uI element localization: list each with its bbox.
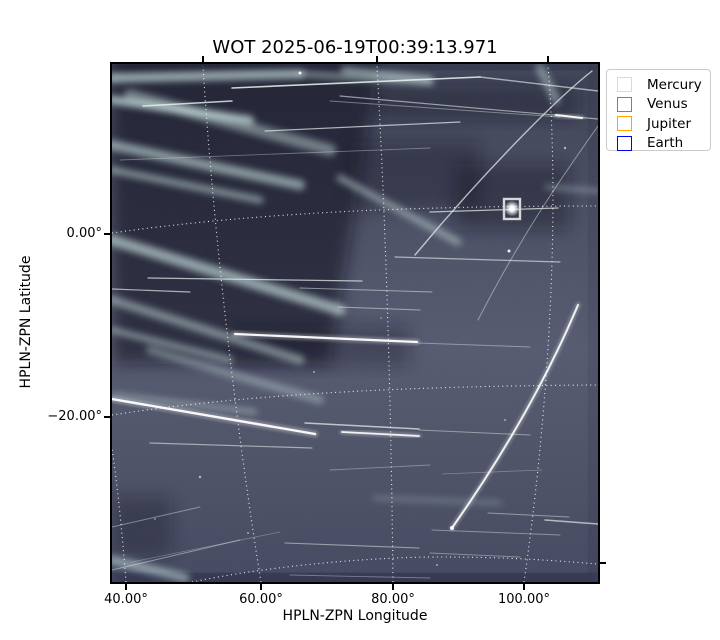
plot-title: WOT 2025-06-19T00:39:13.971: [212, 37, 498, 58]
legend-row-mercury: Mercury: [607, 75, 710, 95]
plot-frame: [110, 62, 600, 584]
y-tick: [104, 233, 110, 235]
legend-row-venus: Venus: [607, 95, 710, 115]
earth-swatch-icon: [617, 135, 632, 151]
x-axis-label: HPLN-ZPN Longitude: [282, 608, 428, 624]
plot-image: [112, 64, 598, 582]
mercury-swatch-icon: [617, 77, 632, 93]
x-tick-top: [547, 56, 549, 62]
x-tick-top: [376, 56, 378, 62]
x-tick-label: 60.00°: [239, 592, 283, 607]
y-tick-label: 0.00°: [66, 226, 102, 241]
legend-row-earth: Earth: [607, 134, 710, 154]
x-tick-label: 40.00°: [104, 592, 148, 607]
legend: Mercury Venus Jupiter Earth: [606, 69, 711, 151]
film-grain: [112, 64, 598, 582]
x-tick-top: [202, 56, 204, 62]
legend-label: Venus: [647, 96, 688, 113]
y-tick-label: −20.00°: [47, 409, 102, 424]
x-tick-label: 80.00°: [371, 592, 415, 607]
y-axis-label: HPLN-ZPN Latitude: [18, 255, 34, 389]
x-tick: [523, 584, 525, 590]
jupiter-swatch-icon: [617, 116, 632, 132]
legend-row-jupiter: Jupiter: [607, 114, 710, 134]
x-tick: [392, 584, 394, 590]
venus-swatch-icon: [617, 96, 632, 112]
x-tick: [260, 584, 262, 590]
legend-label: Mercury: [647, 76, 702, 93]
legend-label: Earth: [647, 135, 684, 152]
x-tick-label: 100.00°: [498, 592, 550, 607]
y-tick-right: [600, 562, 606, 564]
legend-label: Jupiter: [647, 115, 692, 132]
x-tick: [125, 584, 127, 590]
mercury-marker: [502, 197, 522, 221]
y-tick: [104, 416, 110, 418]
